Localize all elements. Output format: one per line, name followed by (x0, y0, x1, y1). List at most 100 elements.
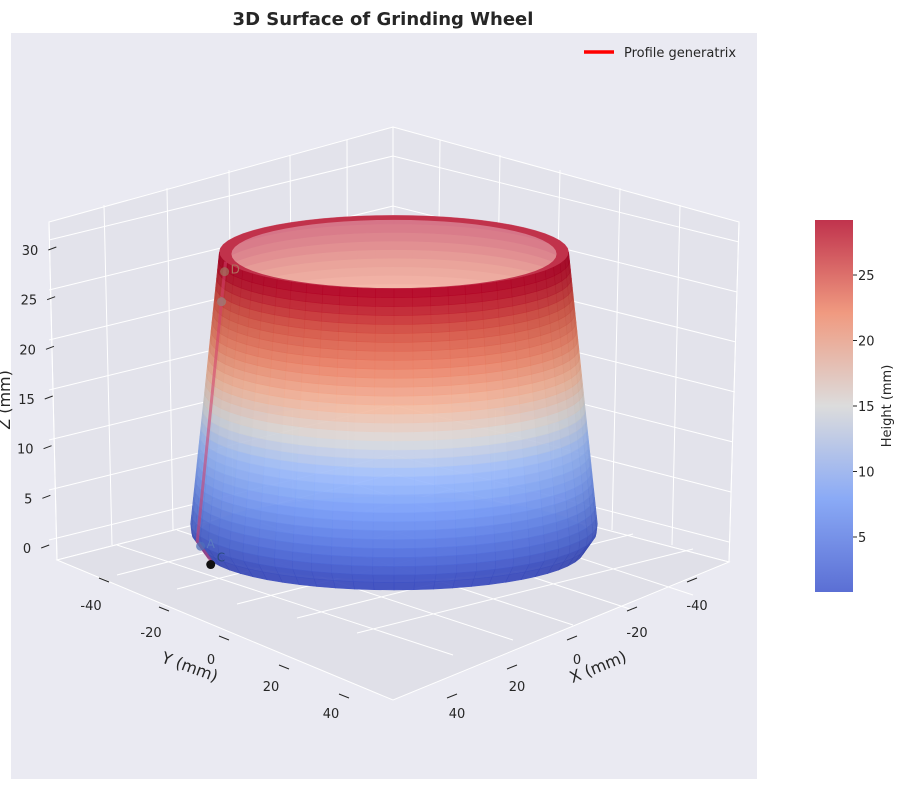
surface-outer-facet (373, 476, 395, 487)
surface-outer-facet (414, 538, 437, 549)
surface-outer-facet (435, 537, 457, 548)
surface-inner-facet (449, 259, 468, 271)
y-tick-mark (338, 693, 350, 699)
surface-outer-facet (353, 439, 375, 451)
surface-outer-facet (334, 447, 355, 459)
surface-outer-facet (414, 520, 436, 531)
surface-outer-facet (434, 483, 455, 495)
surface-outer-facet (414, 502, 436, 513)
surface-inner-facet (393, 240, 413, 251)
colorbar-tick-label: 25 (858, 269, 875, 284)
surface-outer-facet (413, 386, 433, 397)
surface-outer-facet (447, 294, 467, 306)
surface-outer-facet (333, 474, 354, 486)
profile-point-marker (217, 297, 227, 307)
surface-outer-facet (373, 431, 395, 442)
surface-inner-facet (337, 267, 357, 278)
surface-inner-facet (412, 232, 432, 243)
profile-point-label: C (217, 551, 225, 565)
surface-outer-facet (319, 347, 339, 359)
surface-inner-facet (430, 241, 450, 252)
x-tick-mark (506, 664, 518, 670)
surface-inner-facet (338, 258, 357, 269)
surface-inner-facet (412, 266, 432, 277)
surface-outer-facet (334, 456, 355, 468)
surface-outer-facet (353, 475, 375, 486)
surface-outer-facet (393, 306, 413, 316)
z-tick-mark (44, 395, 53, 400)
profile-point-label: D (231, 263, 240, 277)
surface-outer-facet (413, 475, 435, 486)
surface-outer-facet (412, 332, 432, 343)
surface-outer-facet (316, 428, 336, 440)
surface-outer-facet (332, 519, 353, 530)
surface-outer-facet (393, 458, 415, 469)
surface-outer-facet (412, 359, 433, 370)
axis-ticks: 0 5 10 15 20 25 30 -40 -20 0 20 40 -40 -20 0 20 40 (17, 244, 708, 722)
surface-outer-facet (374, 377, 395, 388)
surface-outer-facet (351, 529, 374, 540)
surface-outer-facet (318, 365, 338, 377)
surface-inner-facet (356, 249, 376, 260)
surface-outer-facet (334, 429, 355, 441)
surface-outer-facet (372, 512, 395, 522)
surface-inner-facet (320, 259, 339, 271)
surface-outer-facet (431, 349, 451, 360)
y-tick-mark (218, 635, 230, 641)
surface-inner-facet (393, 223, 413, 233)
surface-outer-facet (338, 322, 358, 333)
surface-outer-facet (374, 341, 395, 352)
surface-outer-facet (429, 286, 449, 298)
surface-outer-facet (414, 511, 436, 522)
surface-outer-facet (393, 413, 415, 424)
grid-line-left-v (166, 187, 174, 531)
surface-outer-facet (434, 474, 455, 486)
surface-outer-facet (393, 581, 415, 591)
surface-outer-facet (393, 431, 415, 442)
surface-outer-facet (374, 368, 395, 379)
floor-grid-line (356, 548, 694, 634)
y-tick-label: 20 (263, 680, 280, 695)
colorbar-tick-label: 20 (858, 335, 875, 350)
y-tick-label: 0 (207, 653, 215, 668)
surface-outer-facet (447, 285, 466, 297)
surface-inner-facet (321, 242, 340, 254)
surface-outer-facet (413, 403, 434, 415)
surface-outer-facet (412, 350, 433, 361)
surface-outer-facet (375, 315, 395, 325)
z-tick-label: 20 (19, 343, 36, 358)
surface-outer-facet (449, 356, 469, 368)
surface-inner-facet (356, 240, 376, 251)
surface-inner-facet (375, 249, 395, 259)
surface-outer-facet (305, 283, 324, 295)
surface-outer-facet (331, 537, 353, 548)
profile-generatrix-group: CA D (195, 261, 240, 570)
surface-outer-facet (335, 411, 356, 423)
surface-outer-facet (337, 349, 357, 360)
surface-inner-facet (357, 223, 376, 234)
surface-outer-facet (357, 296, 376, 307)
surface-outer-facet (320, 320, 340, 332)
legend-label: Profile generatrix (624, 46, 736, 61)
surface-outer-facet (393, 467, 415, 478)
surface-inner-facet (393, 257, 414, 268)
surface-inner-facet (393, 232, 413, 242)
surface-outer-facet (352, 520, 374, 531)
profile-point-marker (196, 541, 206, 551)
surface-outer-facet (373, 494, 395, 504)
surface-outer-facet (433, 438, 454, 450)
surface-inner-facet (430, 224, 449, 235)
y-tick-label: 40 (323, 707, 340, 722)
surface-outer-facet (448, 311, 467, 323)
floor-grid-line (116, 544, 454, 656)
surface-outer-facet (433, 447, 454, 459)
surface-outer-facet (351, 547, 374, 558)
surface-inner-facet (338, 241, 358, 252)
surface-outer-facet (393, 404, 414, 415)
grid-line-right-v (671, 204, 681, 546)
surface-outer-facet (393, 368, 414, 379)
surface-outer-facet (414, 556, 437, 567)
surface-outer-facet (336, 385, 356, 396)
surface-outer-facet (430, 322, 450, 333)
surface-outer-facet (432, 393, 452, 405)
